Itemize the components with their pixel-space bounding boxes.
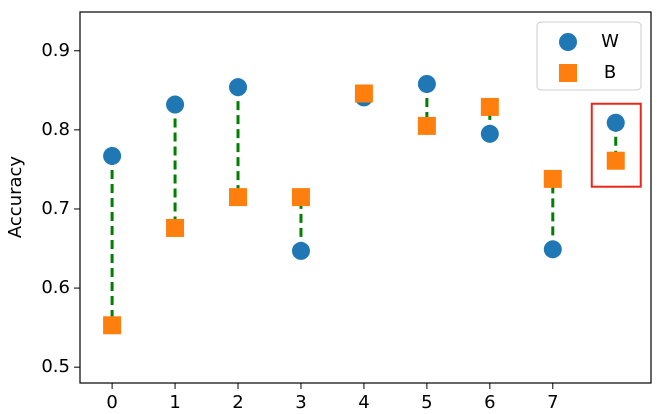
- point: [166, 218, 185, 237]
- point: [229, 78, 248, 97]
- plot-frame: [79, 11, 652, 384]
- point: [291, 188, 310, 207]
- y-tick-label: 0.6: [41, 277, 70, 298]
- legend-label: B: [604, 62, 616, 83]
- legend-box: [536, 21, 642, 91]
- x-tick-label: 1: [169, 392, 180, 413]
- point: [354, 84, 373, 103]
- point: [480, 124, 499, 143]
- point: [417, 116, 436, 135]
- x-tick-label: 6: [484, 392, 495, 413]
- point: [606, 113, 625, 132]
- point: [606, 151, 625, 170]
- y-tick-label: 0.7: [41, 198, 70, 219]
- point: [417, 74, 436, 93]
- y-tick-label: 0.9: [41, 40, 70, 61]
- x-tick-label: 0: [106, 392, 117, 413]
- point: [166, 95, 185, 114]
- legend-marker: [559, 64, 577, 82]
- legend-marker: [559, 33, 577, 51]
- x-tick-label: 7: [547, 392, 558, 413]
- point: [103, 146, 122, 165]
- x-tick-label: 5: [421, 392, 432, 413]
- y-tick-label: 0.5: [41, 356, 70, 377]
- x-tick-label: 2: [232, 392, 243, 413]
- legend-label: W: [601, 31, 619, 52]
- point: [480, 97, 499, 116]
- highlight-box: [590, 102, 642, 188]
- x-tick-label: 4: [358, 392, 369, 413]
- x-tick-label: 3: [295, 392, 306, 413]
- point: [543, 240, 562, 259]
- y-tick-label: 0.8: [41, 119, 70, 140]
- point: [103, 316, 122, 335]
- point: [543, 169, 562, 188]
- y-axis-label: Accuracy: [5, 156, 26, 239]
- point: [229, 188, 248, 207]
- point: [291, 241, 310, 260]
